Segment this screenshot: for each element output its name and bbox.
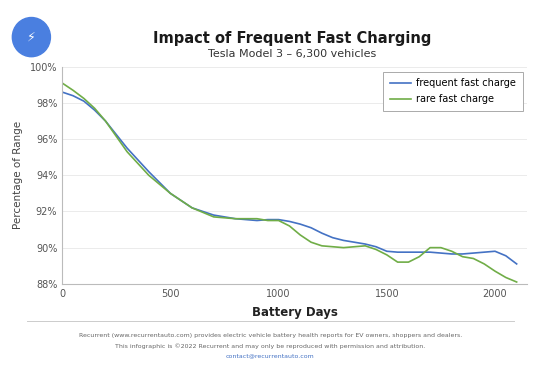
- frequent fast charge: [254, 218, 260, 223]
- frequent fast charge: [427, 250, 433, 255]
- rare fast charge: [124, 150, 130, 154]
- rare fast charge: [384, 253, 390, 257]
- rare fast charge: [70, 88, 76, 92]
- rare fast charge: [459, 255, 466, 259]
- rare fast charge: [286, 224, 293, 228]
- rare fast charge: [102, 119, 109, 123]
- Text: ⚡: ⚡: [27, 30, 36, 44]
- rare fast charge: [405, 260, 412, 264]
- rare fast charge: [492, 269, 498, 273]
- Circle shape: [12, 17, 50, 57]
- rare fast charge: [513, 280, 520, 284]
- rare fast charge: [254, 217, 260, 221]
- Text: contact@recurrentauto.com: contact@recurrentauto.com: [226, 354, 315, 359]
- rare fast charge: [319, 244, 325, 248]
- frequent fast charge: [102, 119, 109, 123]
- frequent fast charge: [481, 250, 487, 255]
- frequent fast charge: [459, 252, 466, 256]
- frequent fast charge: [448, 252, 455, 256]
- frequent fast charge: [167, 191, 174, 196]
- rare fast charge: [91, 106, 98, 111]
- Text: Impact of Frequent Fast Charging: Impact of Frequent Fast Charging: [153, 32, 431, 46]
- frequent fast charge: [438, 251, 444, 255]
- rare fast charge: [265, 218, 271, 223]
- rare fast charge: [167, 191, 174, 196]
- rare fast charge: [340, 246, 347, 250]
- frequent fast charge: [91, 108, 98, 112]
- rare fast charge: [448, 249, 455, 253]
- frequent fast charge: [275, 217, 282, 222]
- rare fast charge: [210, 215, 217, 219]
- Y-axis label: Percentage of Range: Percentage of Range: [13, 121, 23, 229]
- frequent fast charge: [81, 99, 87, 104]
- frequent fast charge: [373, 244, 379, 249]
- rare fast charge: [243, 217, 249, 221]
- frequent fast charge: [146, 170, 152, 174]
- rare fast charge: [503, 275, 509, 280]
- Legend: frequent fast charge, rare fast charge: frequent fast charge, rare fast charge: [383, 72, 523, 111]
- frequent fast charge: [221, 215, 228, 219]
- rare fast charge: [416, 255, 423, 259]
- Line: rare fast charge: rare fast charge: [62, 83, 517, 282]
- rare fast charge: [329, 244, 336, 249]
- frequent fast charge: [189, 206, 195, 210]
- frequent fast charge: [416, 250, 423, 255]
- frequent fast charge: [243, 217, 249, 222]
- frequent fast charge: [297, 222, 304, 226]
- frequent fast charge: [59, 90, 65, 94]
- rare fast charge: [275, 218, 282, 223]
- rare fast charge: [351, 244, 358, 249]
- frequent fast charge: [492, 249, 498, 253]
- frequent fast charge: [232, 217, 239, 221]
- rare fast charge: [362, 244, 368, 248]
- Text: Recurrent (www.recurrentauto.com) provides electric vehicle battery health repor: Recurrent (www.recurrentauto.com) provid…: [79, 333, 462, 338]
- rare fast charge: [394, 260, 401, 264]
- frequent fast charge: [329, 236, 336, 240]
- rare fast charge: [59, 81, 65, 85]
- rare fast charge: [297, 233, 304, 237]
- frequent fast charge: [384, 249, 390, 253]
- frequent fast charge: [308, 226, 314, 230]
- rare fast charge: [81, 96, 87, 101]
- rare fast charge: [308, 240, 314, 244]
- X-axis label: Battery Days: Battery Days: [252, 306, 338, 319]
- frequent fast charge: [362, 242, 368, 246]
- rare fast charge: [470, 256, 477, 261]
- rare fast charge: [427, 246, 433, 250]
- frequent fast charge: [470, 251, 477, 255]
- frequent fast charge: [405, 250, 412, 255]
- frequent fast charge: [513, 262, 520, 266]
- frequent fast charge: [351, 240, 358, 244]
- frequent fast charge: [70, 93, 76, 98]
- rare fast charge: [146, 173, 152, 178]
- rare fast charge: [221, 216, 228, 220]
- frequent fast charge: [265, 217, 271, 222]
- Line: frequent fast charge: frequent fast charge: [62, 92, 517, 264]
- rare fast charge: [232, 217, 239, 221]
- rare fast charge: [373, 247, 379, 252]
- frequent fast charge: [124, 146, 130, 150]
- rare fast charge: [189, 206, 195, 210]
- frequent fast charge: [394, 250, 401, 255]
- Text: This infographic is ©2022 Recurrent and may only be reproduced with permission a: This infographic is ©2022 Recurrent and …: [115, 343, 426, 349]
- frequent fast charge: [340, 238, 347, 243]
- frequent fast charge: [286, 219, 293, 224]
- frequent fast charge: [210, 213, 217, 217]
- rare fast charge: [438, 246, 444, 250]
- frequent fast charge: [503, 253, 509, 258]
- frequent fast charge: [319, 231, 325, 236]
- Text: Tesla Model 3 – 6,300 vehicles: Tesla Model 3 – 6,300 vehicles: [208, 49, 376, 59]
- rare fast charge: [481, 262, 487, 266]
